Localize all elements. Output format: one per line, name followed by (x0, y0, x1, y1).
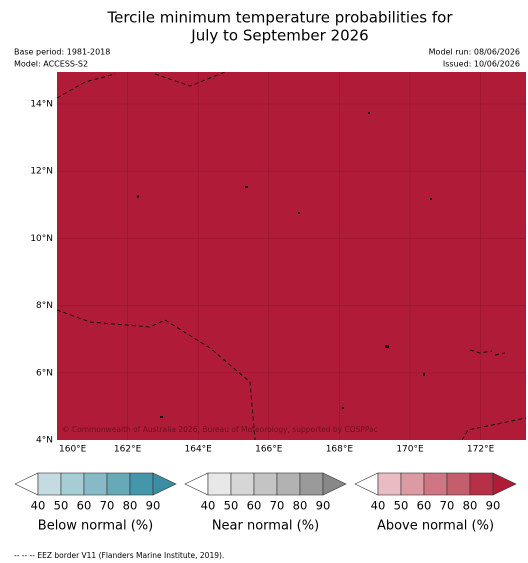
lon-label: 160°E (59, 445, 87, 455)
info: Issued: 10/06/2026 (443, 60, 520, 69)
colorbar-box (276, 472, 301, 496)
lat-label: 10°N (30, 234, 53, 244)
colorbar-box (230, 472, 255, 496)
colorbar-tick: 80 (123, 499, 138, 513)
eez-borders (56, 71, 527, 441)
lat-label: 6°N (36, 368, 53, 378)
colorbar-tick: 40 (31, 499, 46, 513)
lat-label: 8°N (36, 301, 53, 311)
colorbar-box (207, 472, 232, 496)
colorbar-box (299, 472, 324, 496)
colorbar-box (60, 472, 85, 496)
colorbar-tick: 50 (394, 499, 409, 513)
colorbar-tick: 60 (417, 499, 432, 513)
colorbar-under (354, 472, 379, 496)
colorbar-tick: 70 (440, 499, 455, 513)
colorbar-over (152, 472, 177, 496)
colorbar-tick: 80 (463, 499, 478, 513)
colorbar-over (322, 472, 347, 496)
colorbar-box (446, 472, 471, 496)
colorbar-title: Above normal (%) (377, 519, 494, 534)
colorbar-under (14, 472, 39, 496)
colorbar-tick: 40 (201, 499, 216, 513)
colorbar-under (184, 472, 209, 496)
credit: © Commonwealth of Australia 2026, Bureau… (62, 425, 378, 434)
colorbar-tick: 60 (247, 499, 262, 513)
colorbar-tick: 90 (486, 499, 501, 513)
graticule (57, 72, 526, 440)
colorbar-box (129, 472, 154, 496)
colorbar-box (377, 472, 402, 496)
colorbar-tick: 40 (371, 499, 386, 513)
lon-label: 168°E (326, 445, 354, 455)
colorbar-tick: 90 (316, 499, 331, 513)
colorbar-box (37, 472, 62, 496)
lat-label: 12°N (30, 167, 53, 177)
colorbar-over (492, 472, 517, 496)
lon-label: 170°E (396, 445, 424, 455)
colorbar-box (83, 472, 108, 496)
lat-label: 4°N (36, 436, 53, 446)
lon-label: 166°E (255, 445, 283, 455)
colorbar (14, 472, 177, 496)
colorbar (184, 472, 347, 496)
info: Model: ACCESS-S2 (14, 60, 88, 69)
colorbar-box (253, 472, 278, 496)
islands (137, 112, 432, 418)
colorbar (354, 472, 517, 496)
colorbar-box (469, 472, 494, 496)
colorbar-tick: 50 (224, 499, 239, 513)
lon-label: 162°E (114, 445, 142, 455)
colorbar-tick: 70 (270, 499, 285, 513)
lon-label: 172°E (467, 445, 495, 455)
colorbar-title: Near normal (%) (212, 519, 319, 534)
colorbar-tick: 80 (293, 499, 308, 513)
info: Model run: 08/06/2026 (429, 48, 520, 57)
colorbar-tick: 90 (146, 499, 161, 513)
footnote: -- -- -- EEZ border V11 (Flanders Marine… (14, 551, 224, 560)
colorbar-tick: 50 (54, 499, 69, 513)
colorbar-tick: 70 (100, 499, 115, 513)
title: July to September 2026 (190, 27, 368, 45)
lat-label: 14°N (30, 100, 53, 110)
colorbar-title: Below normal (%) (38, 519, 153, 534)
lon-label: 164°E (185, 445, 213, 455)
colorbar-box (400, 472, 425, 496)
colorbar-box (423, 472, 448, 496)
info: Base period: 1981-2018 (14, 48, 110, 57)
title: Tercile minimum temperature probabilitie… (106, 9, 453, 27)
map-area (57, 72, 526, 440)
colorbar-box (106, 472, 131, 496)
colorbar-tick: 60 (77, 499, 92, 513)
